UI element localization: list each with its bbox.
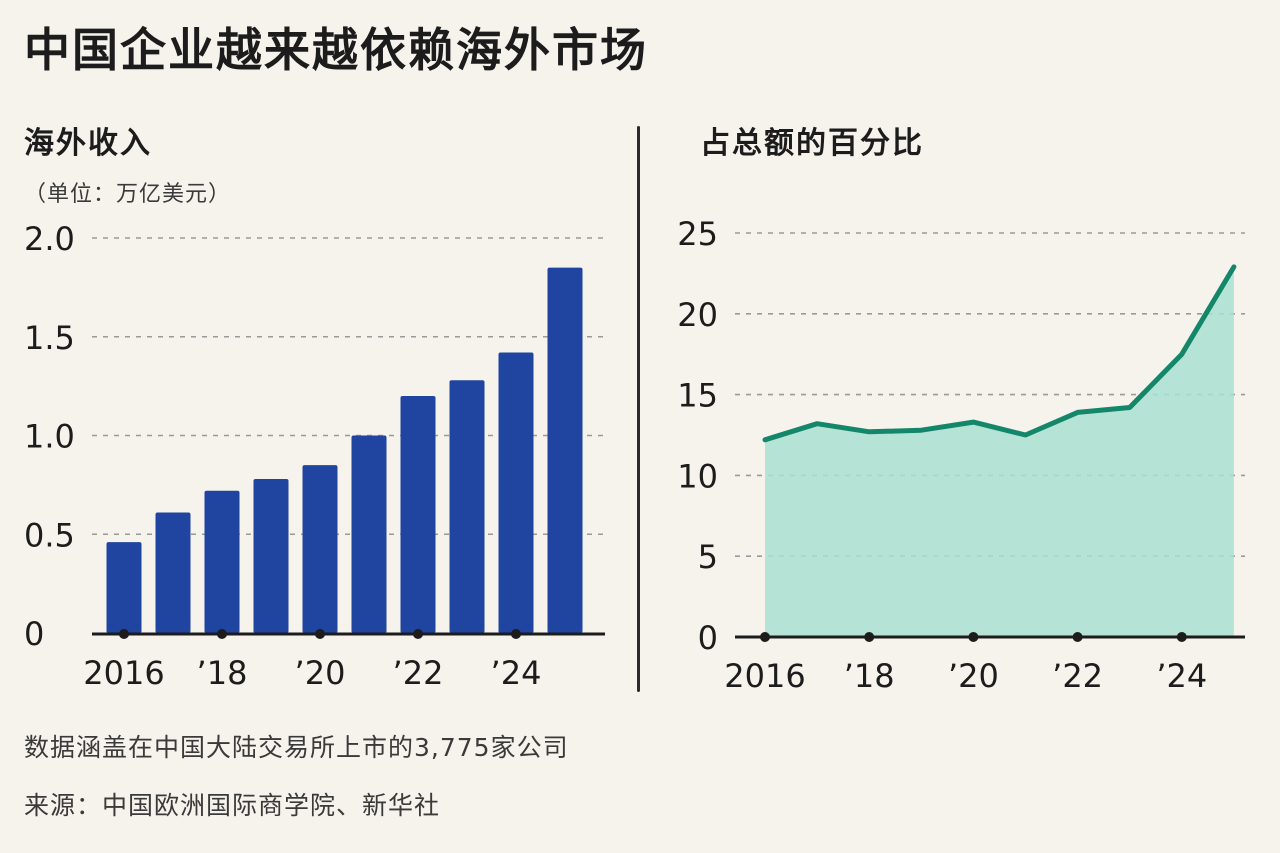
y-tick-label: 0: [24, 615, 44, 653]
share-of-total-area-chart: 0 5 10 15 20 25 2016 ’18 ’20 ’22 ’24: [677, 215, 1245, 695]
y-tick-label: 15: [677, 377, 718, 415]
x-tick-dot: [119, 629, 129, 639]
y-tick-label: 5: [698, 538, 718, 576]
bar-2017: [155, 512, 191, 633]
x-tick-label: ’20: [948, 657, 999, 695]
data-point-2024: [1181, 353, 1183, 355]
left-panel-title: 海外收入: [24, 126, 152, 161]
bar-2016: [106, 542, 142, 633]
x-tick-label: 2016: [724, 657, 805, 695]
data-point-2022: [1077, 411, 1079, 413]
left-panel-unit: （单位：万亿美元）: [24, 182, 232, 207]
x-tick-label: ’18: [197, 654, 248, 692]
data-point-2018: [868, 431, 870, 433]
y-tick-label: 2.0: [24, 220, 75, 258]
data-point-2023: [1129, 407, 1131, 409]
bar-2019: [253, 478, 289, 633]
x-tick-dot: [1072, 632, 1083, 642]
bar-2021: [351, 435, 387, 633]
bar-2024: [498, 352, 534, 633]
bar-2022: [400, 396, 436, 633]
x-tick-label: ’22: [393, 654, 444, 692]
share-line: [762, 264, 1237, 443]
bar-2025: [547, 267, 583, 633]
chart-title: 中国企业越来越依赖海外市场: [24, 23, 648, 77]
x-tick-dot: [864, 632, 875, 642]
x-tick-dot: [1176, 632, 1187, 642]
y-tick-label: 10: [677, 457, 718, 495]
bar-2020: [302, 465, 338, 633]
y-tick-label: 0.5: [24, 516, 75, 554]
data-point-2020: [972, 421, 974, 423]
bar-2023: [449, 380, 485, 633]
source-note: 来源：中国欧洲国际商学院、新华社: [24, 791, 441, 820]
y-tick-label: 1.0: [24, 418, 75, 456]
coverage-note: 数据涵盖在中国大陆交易所上市的3,775家公司: [24, 733, 569, 762]
share-area-fill: [765, 266, 1234, 637]
data-point-2021: [1025, 434, 1026, 436]
y-tick-label: 1.5: [24, 319, 75, 357]
x-tick-dot: [968, 632, 979, 642]
bar-2018: [204, 490, 240, 633]
y-tick-label: 20: [677, 296, 718, 334]
data-point-2019: [920, 429, 922, 431]
x-tick-label: ’24: [1156, 657, 1207, 695]
x-tick-dot: [760, 632, 770, 642]
x-tick-dot: [413, 629, 423, 639]
x-tick-label: ’24: [491, 654, 542, 692]
data-point-2016: [764, 439, 766, 441]
x-tick-label: ’20: [295, 654, 346, 692]
y-tick-label: 25: [677, 215, 718, 253]
overseas-revenue-bar-chart: 0 0.5 1.0 1.5 2.0 2016 ’18 ’20 ’22 ’24: [24, 220, 605, 692]
x-tick-label: ’22: [1052, 657, 1103, 695]
x-tick-label: 2016: [83, 654, 164, 692]
x-tick-dot: [511, 629, 521, 639]
data-point-2025: [1233, 266, 1235, 268]
panel-divider: [637, 126, 640, 692]
x-tick-dot: [315, 629, 325, 639]
y-tick-label: 0: [698, 619, 718, 657]
data-point-2017: [816, 423, 818, 425]
x-tick-label: ’18: [844, 657, 895, 695]
right-panel-title: 占总额的百分比: [700, 126, 924, 161]
x-tick-dot: [217, 629, 227, 639]
